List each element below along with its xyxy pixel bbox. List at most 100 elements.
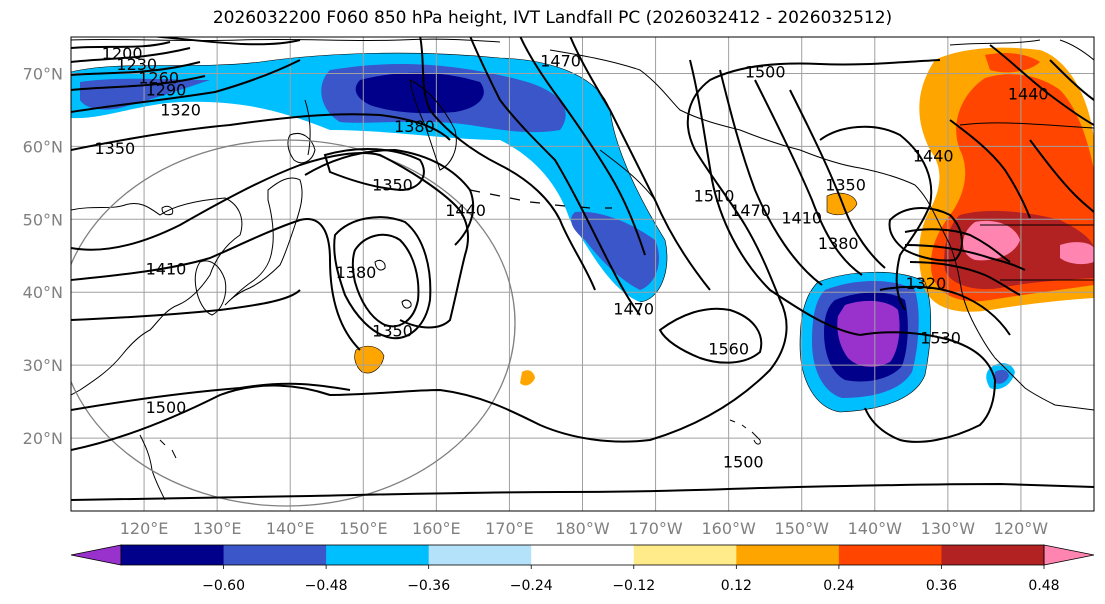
colorbar-tick-label: 0.36	[926, 578, 957, 594]
contour-label-text: 1380	[336, 263, 377, 282]
contour-label: 1320	[160, 100, 201, 119]
contour-label-text: 1500	[723, 453, 764, 472]
contour-label: 1380	[336, 263, 377, 282]
contour-label-text: 1470	[730, 201, 771, 220]
lon-tick-label: 160°E	[412, 519, 461, 538]
contour-label: 1560	[708, 340, 749, 359]
lon-tick-label: 140°E	[266, 519, 315, 538]
contour-label: 1500	[146, 398, 187, 417]
contour-label: 1470	[613, 299, 654, 318]
contour-label: 1380	[818, 234, 859, 253]
contour-label-text: 1350	[825, 175, 866, 194]
colorbar-segment	[838, 545, 942, 565]
colorbar-segment	[223, 545, 327, 565]
colorbar-extend-high	[1043, 544, 1095, 566]
contour-label-text: 1470	[613, 299, 654, 318]
contour-label-text: 1380	[818, 234, 859, 253]
colorbar-tick-label: −0.12	[612, 578, 655, 594]
lat-tick-label: 30°N	[23, 356, 63, 375]
contour-label-text: 1440	[445, 201, 486, 220]
ivt-positive-shading	[354, 47, 1094, 386]
lon-tick-label: 160°W	[701, 519, 756, 538]
lon-tick-label: 170°E	[485, 519, 534, 538]
contour-label-text: 1260	[138, 68, 179, 87]
colorbar-segment	[633, 545, 737, 565]
contour-label-text: 1320	[160, 100, 201, 119]
colorbar-segment	[941, 545, 1045, 565]
contour-label-text: 1320	[906, 274, 947, 293]
lat-tick-label: 50°N	[23, 210, 63, 229]
lon-tick-label: 180°W	[555, 519, 610, 538]
contour-label: 1290	[146, 81, 187, 100]
contour-label: 1500	[723, 453, 764, 472]
colorbar-tick-label: −0.48	[305, 578, 348, 594]
contour-label: 1350	[94, 139, 135, 158]
colorbar-tick-label: 0.48	[1028, 578, 1059, 594]
contour-label: 1530	[920, 329, 961, 348]
contour-label: 1350	[825, 175, 866, 194]
contour-label-text: 1440	[913, 146, 954, 165]
longitude-labels: 120°E 130°E 140°E 150°E 160°E 170°E 180°W 170°W…	[120, 519, 1049, 538]
colorbar-tick-label: −0.60	[202, 578, 245, 594]
colorbar-tick-label: 0.12	[721, 578, 752, 594]
lon-tick-label: 150°W	[775, 519, 830, 538]
contour-label-text: 1410	[781, 208, 822, 227]
contour-label: 1470	[730, 201, 771, 220]
contour-label-text: 1350	[94, 139, 135, 158]
latitude-labels: 20°N 30°N 40°N 50°N 60°N 70°N	[23, 64, 63, 448]
lon-tick-label: 130°W	[921, 519, 976, 538]
lon-tick-label: 140°W	[848, 519, 903, 538]
colorbar-segment	[428, 545, 532, 565]
colorbar-tick-label: −0.36	[407, 578, 450, 594]
contour-label: 1230	[116, 55, 157, 74]
contour-label-text: 1350	[372, 175, 413, 194]
lat-tick-label: 70°N	[23, 64, 63, 83]
map-frame	[70, 36, 1095, 512]
contour-label-text: 1380	[394, 117, 435, 136]
lon-tick-label: 130°E	[193, 519, 242, 538]
height-contours	[71, 37, 1094, 501]
contour-label-text: 1230	[116, 55, 157, 74]
contour-label-text: 1410	[146, 259, 187, 278]
lon-tick-label: 170°W	[628, 519, 683, 538]
contour-label: 1440	[1008, 84, 1049, 103]
contour-label-text: 1290	[146, 81, 187, 100]
contour-label: 1440	[445, 201, 486, 220]
contour-label: 1510	[694, 186, 735, 205]
colorbar-segment	[326, 545, 430, 565]
contour-label: 1500	[745, 62, 786, 81]
contour-label: 1260	[138, 68, 179, 87]
map-layers: 1200123012601290132013501380135014401410…	[71, 37, 1094, 511]
colorbar-segment	[736, 545, 840, 565]
colorbar-segment	[121, 545, 225, 565]
contour-label: 1350	[372, 175, 413, 194]
contour-label-text: 1200	[102, 44, 143, 63]
contour-label: 1320	[906, 274, 947, 293]
contour-labels: 1200123012601290132013501380135014401410…	[94, 44, 1048, 471]
colorbar-segment	[531, 545, 635, 565]
radius-circle	[71, 139, 516, 507]
lat-tick-label: 40°N	[23, 283, 63, 302]
contour-label-text: 1500	[146, 398, 187, 417]
contour-label: 1200	[102, 44, 143, 63]
lon-tick-label: 120°E	[120, 519, 169, 538]
contour-label-text: 1510	[694, 186, 735, 205]
contour-label: 1410	[146, 259, 187, 278]
contour-label: 1350	[372, 321, 413, 340]
colorbar: −0.60 −0.48 −0.36 −0.24 −0.12 0.12 0.24 0.36 0.4…	[70, 544, 1095, 594]
lon-tick-label: 150°E	[339, 519, 388, 538]
colorbar-extend-low	[70, 544, 122, 566]
map-title: 2026032200 F060 850 hPa height, IVT Land…	[212, 8, 893, 28]
contour-label: 1380	[394, 117, 435, 136]
colorbar-frame	[120, 544, 1045, 566]
contour-label-text: 1350	[372, 321, 413, 340]
colorbar-tick-label: 0.24	[823, 578, 854, 594]
lon-tick-label: 120°W	[994, 519, 1049, 538]
lat-tick-label: 20°N	[23, 429, 63, 448]
contour-label: 1440	[913, 146, 954, 165]
contour-label-text: 1560	[708, 340, 749, 359]
contour-label-text: 1500	[745, 62, 786, 81]
contour-label: 1410	[781, 208, 822, 227]
contour-label-text: 1470	[540, 52, 581, 71]
